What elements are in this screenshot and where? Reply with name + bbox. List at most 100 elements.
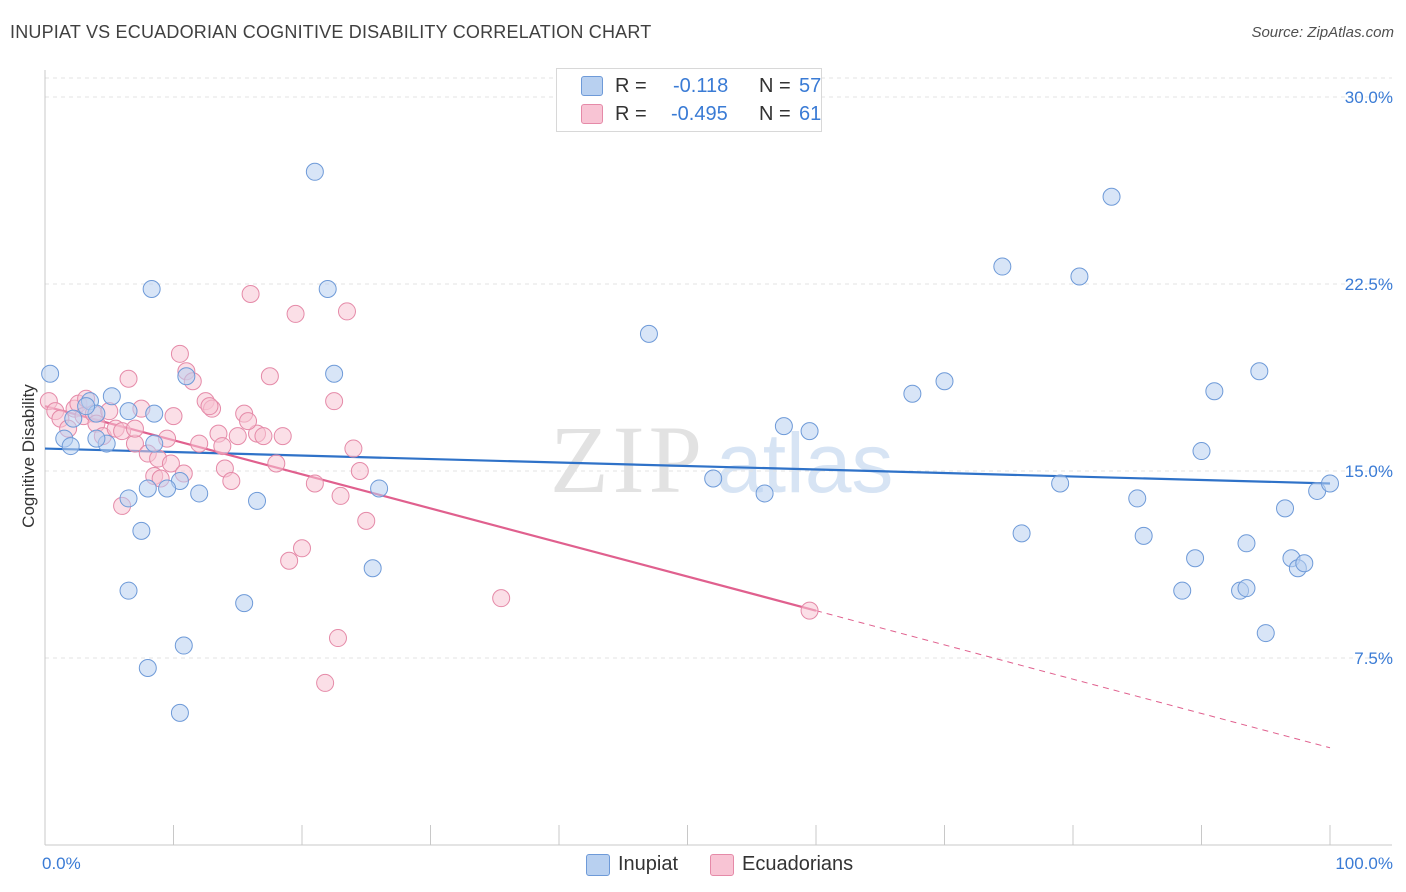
ecuadorians-swatch — [581, 104, 603, 124]
inupiat-point — [119, 581, 138, 600]
inupiat-point — [102, 387, 121, 406]
ecuadorians-n-value: 61 — [799, 103, 822, 125]
n-label: N = — [759, 75, 791, 97]
x-tick-label: 100.0% — [1335, 854, 1393, 873]
inupiat-point — [142, 279, 161, 298]
ecuadorian-point — [164, 407, 183, 426]
inupiat-point — [1051, 474, 1070, 493]
inupiat-r-value: -0.118 — [673, 75, 729, 97]
inupiat-point — [1192, 442, 1211, 461]
inupiat-point — [170, 703, 189, 722]
inupiat-point — [64, 409, 83, 428]
ecuadorian-point — [200, 397, 219, 416]
inupiat-point — [138, 658, 157, 677]
inupiat-point — [1012, 524, 1031, 543]
inupiat-point — [87, 429, 106, 448]
inupiat-point — [903, 384, 922, 403]
ecuadorian-point — [260, 367, 279, 386]
inupiat-swatch — [581, 76, 603, 96]
inupiat-point — [325, 364, 344, 383]
ecuadorian-point — [800, 601, 819, 620]
ecuadorian-point — [161, 454, 180, 473]
axes — [44, 70, 1392, 846]
inupiat-point — [1276, 499, 1295, 518]
ecuadorian-point — [254, 427, 273, 446]
ecuadorian-point — [344, 439, 363, 458]
inupiat-point — [993, 257, 1012, 276]
y-tick-label: 15.0% — [1345, 462, 1393, 481]
inupiat-point — [145, 404, 164, 423]
ecuadorian-point — [170, 344, 189, 363]
inupiat-point — [1205, 382, 1224, 401]
inupiat-point — [1250, 362, 1269, 381]
inupiat-point — [1173, 581, 1192, 600]
ecuadorian-point — [357, 511, 376, 530]
inupiat-point — [800, 422, 819, 441]
ecuadorian-point — [228, 427, 247, 446]
inupiat-point — [119, 402, 138, 421]
inupiat-point — [305, 162, 324, 181]
inupiat-point — [755, 484, 774, 503]
x-tick-label: 0.0% — [42, 854, 81, 873]
ecuadorian-point — [350, 462, 369, 480]
ecuadorian-point — [119, 369, 138, 388]
inupiat-point — [1102, 187, 1121, 206]
inupiat-point — [235, 594, 254, 613]
ecuadorians-legend-label: Ecuadorians — [742, 853, 854, 875]
inupiat-point — [1321, 474, 1339, 493]
source-label: Source: ZipAtlas.com — [1251, 24, 1394, 41]
ecuadorian-point — [316, 673, 335, 692]
inupiat-point — [935, 372, 954, 391]
ecuadorian-point — [293, 539, 311, 558]
inupiat-point — [174, 636, 193, 655]
ecuadorian-point — [492, 589, 511, 608]
inupiat-point — [119, 489, 138, 508]
inupiat-trend-line — [44, 447, 1331, 485]
ecuadorians-r-value: -0.495 — [671, 103, 728, 125]
ecuadorian-point — [213, 437, 232, 456]
ecuadorian-point — [273, 427, 292, 446]
inupiat-point — [145, 434, 164, 453]
y-tick-label: 30.0% — [1345, 88, 1393, 107]
inupiat-point — [1134, 526, 1153, 545]
ecuadorian-point — [280, 551, 299, 570]
inupiat-point — [363, 559, 382, 578]
ecuadorian-point — [267, 454, 286, 473]
inupiat-legend-label: Inupiat — [618, 853, 679, 875]
inupiat-point — [1070, 267, 1089, 286]
inupiat-n-value: 57 — [799, 75, 822, 97]
y-tick-label: 7.5% — [1354, 649, 1393, 668]
inupiat-point — [138, 479, 157, 498]
r-label: R = — [615, 103, 647, 125]
watermark-zip: ZIP — [550, 406, 706, 513]
y-axis-label: Cognitive Disability — [19, 384, 38, 528]
data-points — [39, 162, 1339, 722]
ecuadorian-point — [125, 419, 144, 438]
inupiat-point — [248, 491, 267, 510]
inupiat-point — [61, 437, 80, 456]
y-tick-label: 22.5% — [1345, 275, 1393, 294]
ecuadorian-trend-extension — [815, 610, 1331, 749]
inupiat-point — [158, 479, 177, 498]
ecuadorian-point — [286, 304, 305, 323]
ecuadorian-point — [190, 434, 209, 453]
inupiat-legend-swatch — [586, 854, 610, 876]
ecuadorians-legend-swatch — [710, 854, 734, 876]
correlation-legend: R = -0.118 N = 57 R = -0.495 N = 61 — [556, 68, 822, 132]
ecuadorian-point — [331, 486, 350, 505]
inupiat-point — [639, 324, 658, 343]
chart-title: INUPIAT VS ECUADORIAN COGNITIVE DISABILI… — [10, 22, 652, 42]
ecuadorian-point — [222, 471, 241, 490]
inupiat-point — [774, 417, 793, 436]
inupiat-point — [177, 367, 196, 386]
inupiat-point — [1256, 624, 1275, 643]
series-legend: Inupiat Ecuadorians — [0, 850, 1406, 878]
inupiat-point — [1295, 554, 1314, 573]
ecuadorian-point — [239, 412, 258, 431]
tick-labels: 7.5% 15.0% 22.5% 30.0% 0.0% 100.0% — [42, 88, 1393, 873]
inupiat-point — [190, 484, 209, 503]
n-label: N = — [759, 103, 791, 125]
ecuadorian-point — [328, 629, 347, 648]
inupiat-point — [318, 279, 337, 298]
